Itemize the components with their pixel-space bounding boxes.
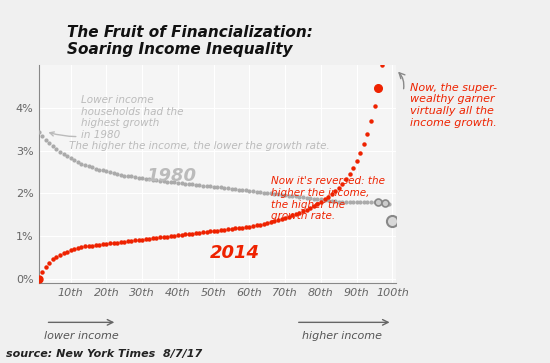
Text: Now, the super-
wealthy garner
virtually all the
income growth.: Now, the super- wealthy garner virtually… [410, 83, 497, 127]
Text: The Fruit of Financialization:
Soaring Income Inequality: The Fruit of Financialization: Soaring I… [67, 25, 313, 57]
Text: Lower income
households had the
highest growth
in 1980: Lower income households had the highest … [50, 95, 184, 140]
Text: The higher the income, the lower the growth rate.: The higher the income, the lower the gro… [69, 142, 330, 151]
Text: source: New York Times  8/7/17: source: New York Times 8/7/17 [6, 349, 202, 359]
Text: 2014: 2014 [210, 244, 260, 262]
Text: higher income: higher income [302, 331, 382, 341]
Text: Now it's reversed: the
higher the income,
the higher the
growth rate.: Now it's reversed: the higher the income… [271, 176, 385, 221]
Text: lower income: lower income [44, 331, 119, 341]
Text: 1980: 1980 [146, 167, 196, 185]
